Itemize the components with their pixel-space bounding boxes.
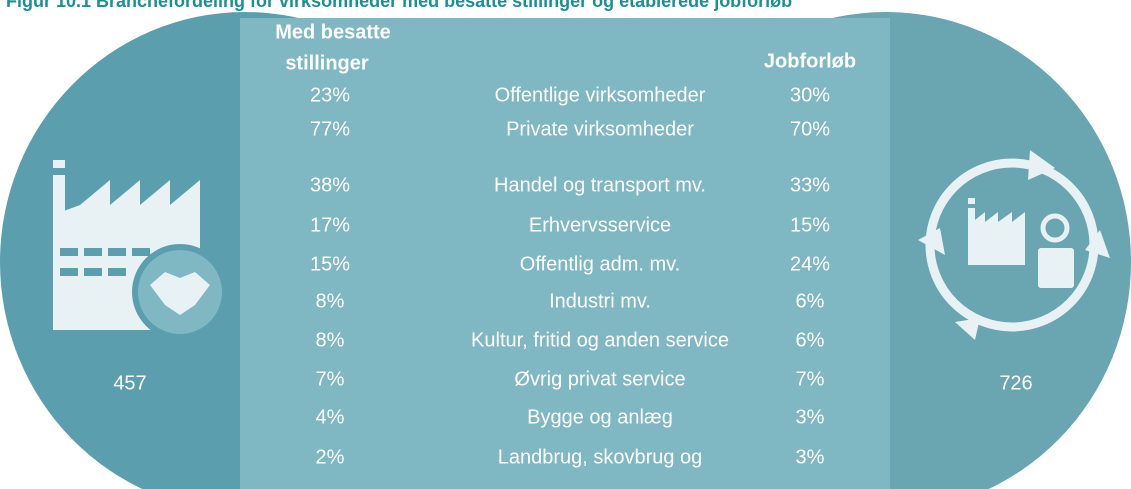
left-value: 2% xyxy=(316,446,345,468)
total: 726 xyxy=(999,372,1032,394)
right-value: 15% xyxy=(790,214,830,236)
left-value: 77% xyxy=(310,118,350,140)
column-header: Jobforløb xyxy=(764,50,856,72)
factory-windows xyxy=(60,248,150,276)
row-label: Handel og transport mv. xyxy=(494,174,706,196)
total: 457 xyxy=(113,372,146,394)
left-value: 8% xyxy=(316,290,345,312)
left-value: 8% xyxy=(316,329,345,351)
left-value: 7% xyxy=(316,368,345,390)
handshake-icon xyxy=(150,272,210,315)
left-value: 17% xyxy=(310,214,350,236)
right-value: 30% xyxy=(790,84,830,106)
center-panel xyxy=(240,18,890,489)
row-label: Bygge og anlæg xyxy=(527,406,673,428)
right-value: 33% xyxy=(790,174,830,196)
column-header: stillinger xyxy=(285,52,369,74)
right-value: 6% xyxy=(796,290,825,312)
column-header: Med besatte xyxy=(275,21,391,43)
right-value: 3% xyxy=(796,446,825,468)
row-label: Landbrug, skovbrug og xyxy=(498,446,703,468)
left-value: 15% xyxy=(310,253,350,275)
row-label: Kultur, fritid og anden service xyxy=(471,329,729,351)
right-value: 6% xyxy=(796,329,825,351)
right-value: 7% xyxy=(796,368,825,390)
right-value: 3% xyxy=(796,406,825,428)
left-value: 38% xyxy=(310,174,350,196)
row-label: Øvrig privat service xyxy=(514,368,685,390)
row-label: Offentlig adm. mv. xyxy=(520,253,680,275)
row-label: Erhvervsservice xyxy=(529,214,671,236)
row-label: Private virksomheder xyxy=(506,118,694,140)
cycle-factory xyxy=(968,198,1074,288)
left-value: 23% xyxy=(310,84,350,106)
row-label: Industri mv. xyxy=(549,290,651,312)
left-value: 4% xyxy=(316,406,345,428)
right-value: 24% xyxy=(790,253,830,275)
row-label: Offentlige virksomheder xyxy=(495,84,706,106)
right-value: 70% xyxy=(790,118,830,140)
title: Figur 10.1 Branchefordeling for virksomh… xyxy=(6,0,792,11)
